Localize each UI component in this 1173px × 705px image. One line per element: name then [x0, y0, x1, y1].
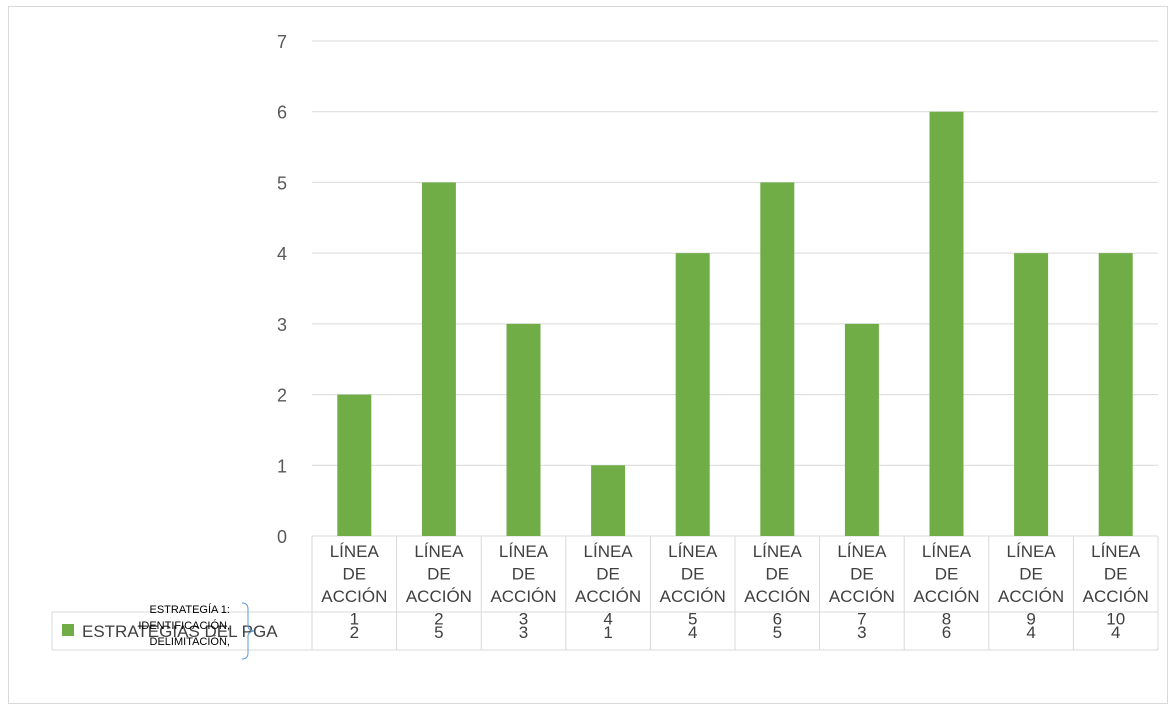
category-label: 8: [942, 610, 951, 629]
category-label: ACCIÓN: [575, 587, 641, 606]
brace-icon: [241, 602, 255, 660]
category-label: DE: [1104, 565, 1128, 584]
data-table-value: 3: [857, 623, 866, 642]
category-group-label: IDENTIFICACIÓN,: [138, 619, 230, 632]
data-table-value: 4: [688, 623, 697, 642]
category-group-label: ESTRATEGÍA 1:: [150, 603, 231, 616]
legend-key: [62, 624, 74, 636]
y-tick-label: 1: [277, 456, 287, 476]
category-label: DE: [850, 565, 874, 584]
y-tick-label: 6: [277, 103, 287, 123]
category-label: LÍNEA: [414, 542, 464, 561]
bar: [675, 253, 710, 536]
data-table-value: 2: [350, 623, 359, 642]
category-label: LÍNEA: [837, 542, 887, 561]
category-label: 2: [434, 610, 443, 629]
bar: [929, 111, 964, 536]
category-label: ACCIÓN: [1083, 587, 1149, 606]
category-label: DE: [1019, 565, 1043, 584]
bar: [760, 182, 795, 536]
category-label: 10: [1106, 610, 1125, 629]
category-group-label: DELIMITACIÓN,: [150, 635, 230, 648]
category-label: LÍNEA: [330, 542, 380, 561]
category-label: LÍNEA: [1091, 542, 1141, 561]
data-table-value: 4: [1111, 623, 1120, 642]
category-label: 4: [603, 610, 612, 629]
category-label: LÍNEA: [668, 542, 718, 561]
category-label: LÍNEA: [1007, 542, 1057, 561]
category-label: 3: [519, 610, 528, 629]
bar: [1014, 253, 1049, 536]
category-label: DE: [596, 565, 620, 584]
category-label: ACCIÓN: [321, 587, 387, 606]
y-tick-label: 2: [277, 386, 287, 406]
bar: [844, 323, 879, 536]
data-table-value: 5: [773, 623, 782, 642]
category-label: ACCIÓN: [406, 587, 472, 606]
category-label: 1: [350, 610, 359, 629]
category-label: LÍNEA: [753, 542, 803, 561]
category-label: LÍNEA: [499, 542, 549, 561]
y-tick-label: 0: [277, 527, 287, 547]
bar: [506, 323, 541, 536]
bar: [421, 182, 456, 536]
category-label: ACCIÓN: [660, 587, 726, 606]
category-label: LÍNEA: [584, 542, 634, 561]
category-label: 7: [857, 610, 866, 629]
category-label: DE: [512, 565, 536, 584]
data-table-value: 6: [942, 623, 951, 642]
category-label: ACCIÓN: [913, 587, 979, 606]
data-table-value: 4: [1026, 623, 1035, 642]
bar: [591, 465, 626, 536]
y-tick-label: 4: [277, 244, 287, 264]
category-label: ACCIÓN: [744, 587, 810, 606]
category-label: DE: [935, 565, 959, 584]
y-tick-label: 5: [277, 173, 287, 193]
y-tick-label: 7: [277, 32, 287, 52]
category-label: 9: [1026, 610, 1035, 629]
chart-frame: [8, 6, 1168, 704]
data-table-value: 5: [434, 623, 443, 642]
category-label: 5: [688, 610, 697, 629]
category-label: ACCIÓN: [490, 587, 556, 606]
category-label: DE: [427, 565, 451, 584]
category-label: ACCIÓN: [829, 587, 895, 606]
category-label: ACCIÓN: [998, 587, 1064, 606]
category-label: LÍNEA: [922, 542, 972, 561]
data-table-value: 1: [603, 623, 612, 642]
category-label: DE: [342, 565, 366, 584]
bar: [1098, 253, 1133, 536]
legend-label: ESTRATEGIAS DEL PGA: [82, 622, 278, 641]
category-label: DE: [765, 565, 789, 584]
data-table-value: 3: [519, 623, 528, 642]
category-label: 6: [773, 610, 782, 629]
category-label: DE: [681, 565, 705, 584]
y-tick-label: 3: [277, 315, 287, 335]
bar: [337, 394, 372, 536]
